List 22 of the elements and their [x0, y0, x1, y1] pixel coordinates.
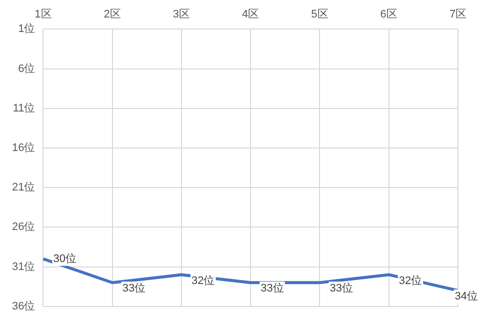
- y-tick-label: 6位: [18, 62, 36, 75]
- y-tick-label: 21位: [12, 182, 36, 194]
- y-tick-label: 31位: [12, 260, 36, 273]
- data-label: 33位: [122, 282, 146, 295]
- x-tick-label: 2区: [104, 8, 121, 21]
- data-label: 33位: [330, 282, 353, 295]
- y-tick-label: 36位: [12, 300, 36, 312]
- y-tick-label: 26位: [12, 221, 36, 234]
- data-label: 32位: [191, 274, 215, 287]
- x-tick-label: 6区: [380, 8, 398, 21]
- data-label: 33位: [260, 282, 284, 295]
- x-tick-label: 3区: [172, 8, 190, 21]
- x-tick-label: 4区: [242, 8, 260, 21]
- y-tick-label: 1位: [18, 23, 36, 36]
- y-tick-label: 16位: [12, 142, 36, 154]
- y-tick-label: 11位: [12, 102, 36, 114]
- data-label: 32位: [398, 274, 422, 287]
- x-tick-label: 7区: [449, 8, 467, 21]
- data-label: 34位: [454, 290, 478, 303]
- x-tick-label: 1区: [34, 8, 52, 21]
- data-label: 30位: [53, 252, 76, 265]
- x-tick-label: 5区: [311, 8, 328, 21]
